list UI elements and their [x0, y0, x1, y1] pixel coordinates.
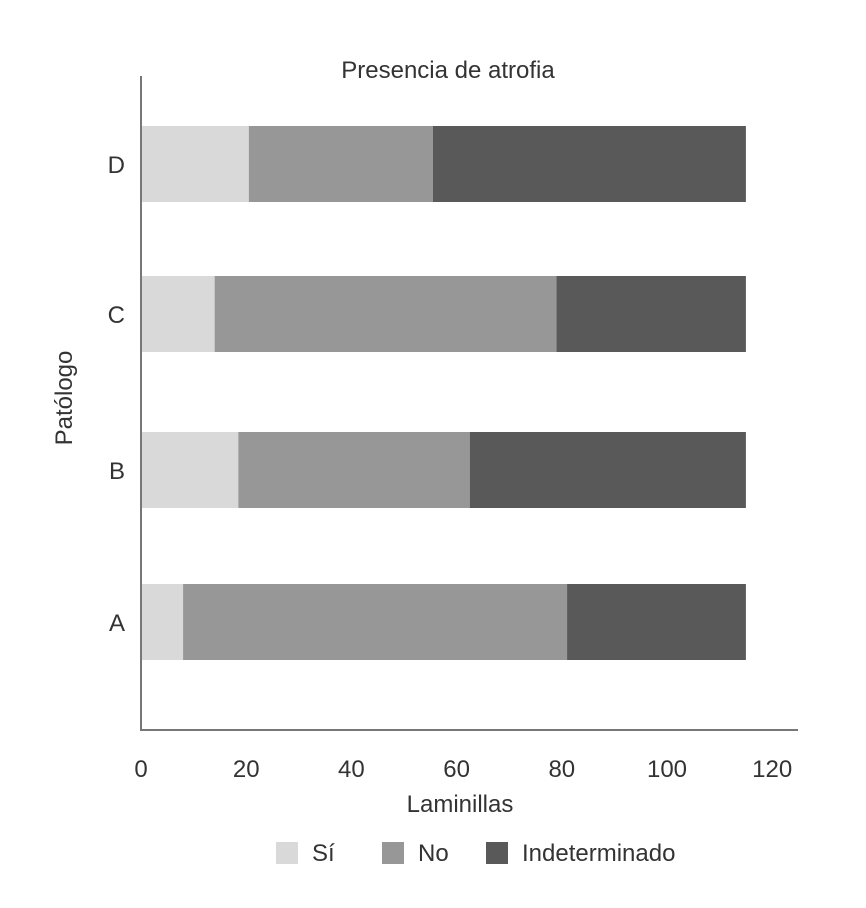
x-tick-label-80: 80 — [548, 756, 575, 783]
legend-label-0: Sí — [312, 840, 335, 867]
y-tick-labels: A B C D — [108, 152, 125, 637]
chart-title: Presencia de atrofia — [341, 57, 555, 84]
x-tick-label-20: 20 — [233, 756, 260, 783]
x-tick-label-0: 0 — [134, 756, 147, 783]
y-tick-label-A: A — [109, 610, 125, 637]
x-tick-label-120: 120 — [752, 756, 792, 783]
y-tick-label-D: D — [108, 152, 125, 179]
legend-swatch-0 — [276, 842, 298, 864]
bar-C-series-1 — [214, 276, 557, 352]
bar-D-series-2 — [432, 126, 746, 202]
legend-swatch-1 — [382, 842, 404, 864]
x-tick-labels: 0 20 40 60 80 100 120 — [134, 756, 792, 783]
bar-A-series-2 — [567, 584, 746, 660]
legend: Sí No Indeterminado — [276, 840, 675, 867]
bar-A-series-0 — [141, 584, 184, 660]
bar-D-series-0 — [141, 126, 249, 202]
y-tick-label-B: B — [109, 458, 125, 485]
x-tick-label-60: 60 — [443, 756, 470, 783]
x-tick-label-40: 40 — [338, 756, 365, 783]
x-axis-label: Laminillas — [407, 791, 514, 818]
bars-group — [141, 126, 746, 660]
y-tick-label-C: C — [108, 302, 125, 329]
y-axis-label: Patólogo — [51, 351, 78, 446]
bar-A-series-1 — [183, 584, 568, 660]
x-tick-label-100: 100 — [647, 756, 687, 783]
bar-B-series-0 — [141, 432, 239, 508]
legend-label-1: No — [418, 840, 449, 867]
legend-swatch-2 — [486, 842, 508, 864]
bar-C-series-0 — [141, 276, 215, 352]
legend-label-2: Indeterminado — [522, 840, 675, 867]
bar-B-series-2 — [469, 432, 746, 508]
bar-B-series-1 — [238, 432, 470, 508]
bar-C-series-2 — [556, 276, 746, 352]
bar-D-series-1 — [248, 126, 433, 202]
